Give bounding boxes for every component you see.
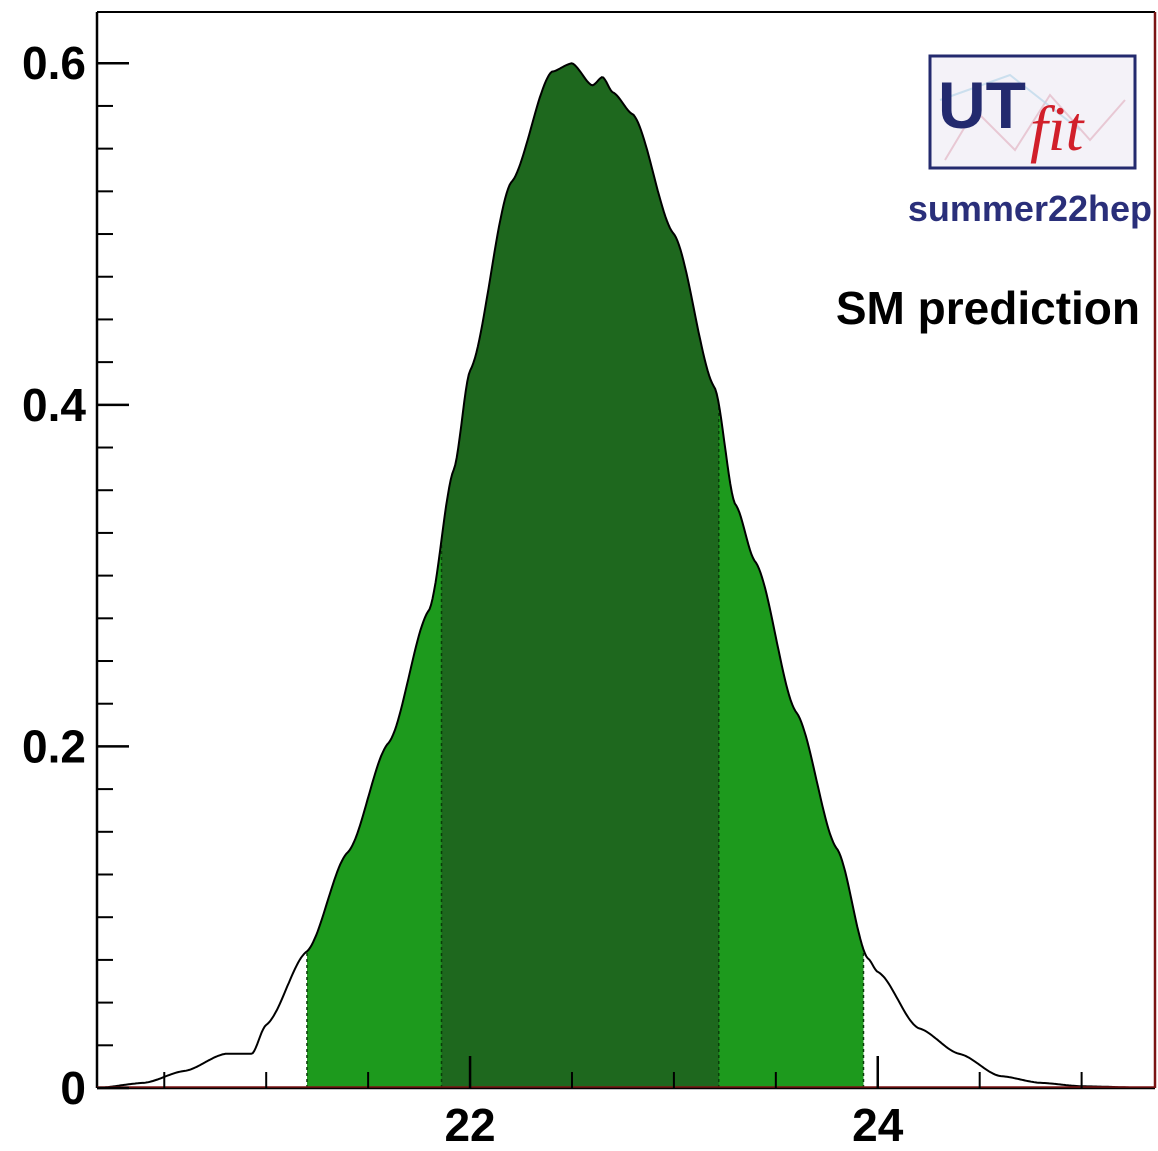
y-tick-label: 0.2 [22,720,86,772]
x-tick-label: 22 [444,1099,495,1151]
edition-label: summer22hep [908,188,1152,229]
logo-frame [928,54,1137,170]
probability-density-curve [96,62,1155,1089]
axis-tick-labels: 0 0.2 0.4 0.6 22 24 [22,37,904,1151]
y-tick-label: 0.4 [22,379,86,431]
logo-watermark [944,93,1126,161]
logo-fit-text: fit [1030,93,1086,164]
utfit-logo: UT fit [928,54,1137,170]
x-tick-label: 24 [852,1099,904,1151]
plot-area [96,62,1155,1089]
logo-watermark-2 [939,73,1081,131]
axis-ticks [97,61,1083,1090]
prediction-label: SM prediction [836,282,1140,334]
y-tick-label: 0 [60,1062,86,1114]
y-tick-label: 0.6 [22,37,86,89]
logo-ut-text: UT [938,68,1026,142]
inner-interval-band [441,63,719,1088]
